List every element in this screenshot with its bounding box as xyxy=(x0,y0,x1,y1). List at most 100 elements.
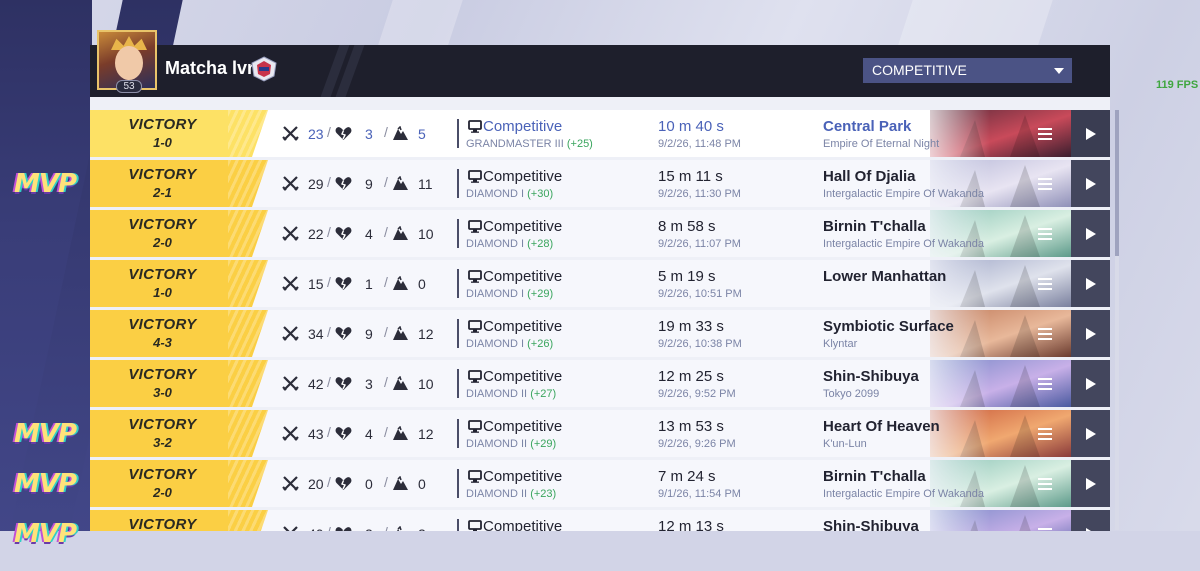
match-row[interactable]: VICTORY 2-0 22/4/10 Competitive DIAMOND I (+… xyxy=(90,210,1110,257)
replay-button[interactable] xyxy=(1071,410,1110,457)
column-divider xyxy=(457,369,459,398)
kills-value: 29 xyxy=(308,176,324,192)
broken-heart-icon xyxy=(335,176,352,191)
map-name: Symbiotic Surface xyxy=(823,318,954,335)
replay-button[interactable] xyxy=(1071,210,1110,257)
mvp-badge: MVP xyxy=(14,519,77,549)
match-duration: 8 m 58 s xyxy=(658,218,716,235)
column-divider xyxy=(457,419,459,448)
map-region: Klyntar xyxy=(823,338,858,350)
menu-icon[interactable] xyxy=(1038,277,1052,290)
match-duration: 12 m 13 s xyxy=(658,518,724,531)
match-row[interactable]: VICTORY 3-2 43/4/12 Competitive DIAMOND II (… xyxy=(90,410,1110,457)
match-mode: Competitive xyxy=(483,318,563,335)
stat-separator: / xyxy=(384,424,388,440)
avatar[interactable] xyxy=(97,30,157,90)
match-rank: DIAMOND II (+23) xyxy=(466,488,556,500)
match-row[interactable]: VICTORY 3-0 42/3/10 Competitive DIAMOND II (… xyxy=(90,360,1110,407)
crossed-swords-icon xyxy=(282,276,299,291)
match-date: 9/2/26, 10:51 PM xyxy=(658,288,742,300)
replay-button[interactable] xyxy=(1071,310,1110,357)
replay-button[interactable] xyxy=(1071,360,1110,407)
match-rank: DIAMOND I (+26) xyxy=(466,338,553,350)
assist-icon xyxy=(392,325,409,341)
match-row[interactable]: VICTORY 2-1 29/9/11 Competitive DIAMOND I (+… xyxy=(90,160,1110,207)
deaths-value: 2 xyxy=(365,526,373,531)
column-divider xyxy=(457,169,459,198)
map-fade xyxy=(790,460,990,507)
menu-icon[interactable] xyxy=(1038,327,1052,340)
result-score: 3-2 xyxy=(153,435,172,450)
map-name: Hall Of Djalia xyxy=(823,168,916,185)
menu-icon[interactable] xyxy=(1038,427,1052,440)
result-label: VICTORY xyxy=(128,316,197,333)
match-date: 9/2/26, 11:30 PM xyxy=(658,188,741,200)
bottom-band xyxy=(0,531,1200,571)
match-row[interactable]: VICTORY 2-0 20/0/0 Competitive DIAMOND II (+… xyxy=(90,460,1110,507)
stat-separator: / xyxy=(384,374,388,390)
result-label: VICTORY xyxy=(128,416,197,433)
assist-icon xyxy=(392,175,409,191)
menu-icon[interactable] xyxy=(1038,377,1052,390)
broken-heart-icon xyxy=(335,426,352,441)
stat-separator: / xyxy=(327,424,331,440)
result-score: 4-3 xyxy=(153,335,172,350)
assist-icon xyxy=(392,475,409,491)
map-fade xyxy=(790,510,990,531)
assists-value: 0 xyxy=(418,276,426,292)
deaths-value: 9 xyxy=(365,176,373,192)
match-row[interactable]: VICTORY 1-0 15/1/0 Competitive DIAMOND I (+2… xyxy=(90,260,1110,307)
menu-icon[interactable] xyxy=(1038,227,1052,240)
match-date: 9/2/26, 9:52 PM xyxy=(658,388,736,400)
rank-tier: DIAMOND I xyxy=(466,238,525,250)
player-name: Matcha lvr xyxy=(165,58,255,78)
menu-icon[interactable] xyxy=(1038,527,1052,531)
assists-value: 10 xyxy=(418,376,434,392)
broken-heart-icon xyxy=(335,326,352,341)
match-rank: DIAMOND I (+30) xyxy=(466,188,553,200)
map-name: Birnin T'challa xyxy=(823,218,926,235)
match-row[interactable]: VICTORY 4-3 34/9/12 Competitive DIAMOND I (+… xyxy=(90,310,1110,357)
scrollbar-track[interactable] xyxy=(1115,110,1119,530)
map-fade xyxy=(790,410,990,457)
stat-separator: / xyxy=(327,274,331,290)
result-banner xyxy=(90,410,268,457)
scrollbar-thumb[interactable] xyxy=(1115,110,1119,256)
map-region: Tokyo 2099 xyxy=(823,388,880,400)
map-fade xyxy=(790,360,990,407)
stat-separator: / xyxy=(327,174,331,190)
replay-button[interactable] xyxy=(1071,260,1110,307)
rank-badge-icon xyxy=(251,56,277,82)
map-region: K'un-Lun xyxy=(823,438,867,450)
menu-icon[interactable] xyxy=(1038,477,1052,490)
rank-gain: (+26) xyxy=(527,338,554,350)
stat-separator: / xyxy=(384,124,388,140)
rank-gain: (+29) xyxy=(530,438,557,450)
replay-button[interactable] xyxy=(1071,460,1110,507)
replay-button[interactable] xyxy=(1071,110,1110,157)
kills-value: 40 xyxy=(308,526,324,531)
match-history-list[interactable]: VICTORY 1-0 23/3/5 Competitive GRANDMASTER I… xyxy=(90,97,1110,531)
menu-icon[interactable] xyxy=(1038,177,1052,190)
match-row[interactable]: VICTORY 1-0 23/3/5 Competitive GRANDMASTER I… xyxy=(90,110,1110,157)
mode-filter-label: COMPETITIVE xyxy=(872,62,967,78)
map-name: Central Park xyxy=(823,118,912,135)
menu-icon[interactable] xyxy=(1038,127,1052,140)
map-name: Heart Of Heaven xyxy=(823,418,940,435)
deaths-value: 0 xyxy=(365,476,373,492)
map-name: Shin-Shibuya xyxy=(823,368,919,385)
chevron-down-icon xyxy=(1054,68,1064,74)
result-label: VICTORY xyxy=(128,266,197,283)
rank-tier: DIAMOND I xyxy=(466,338,525,350)
map-region: Intergalactic Empire Of Wakanda xyxy=(823,238,984,250)
match-date: 9/2/26, 9:26 PM xyxy=(658,438,736,450)
replay-button[interactable] xyxy=(1071,160,1110,207)
kills-value: 22 xyxy=(308,226,324,242)
result-score: 2-0 xyxy=(153,485,172,500)
mode-filter-dropdown[interactable]: COMPETITIVE xyxy=(863,58,1072,83)
result-label: VICTORY xyxy=(128,466,197,483)
kills-value: 43 xyxy=(308,426,324,442)
replay-button[interactable] xyxy=(1071,510,1110,531)
rank-tier: DIAMOND II xyxy=(466,388,528,400)
